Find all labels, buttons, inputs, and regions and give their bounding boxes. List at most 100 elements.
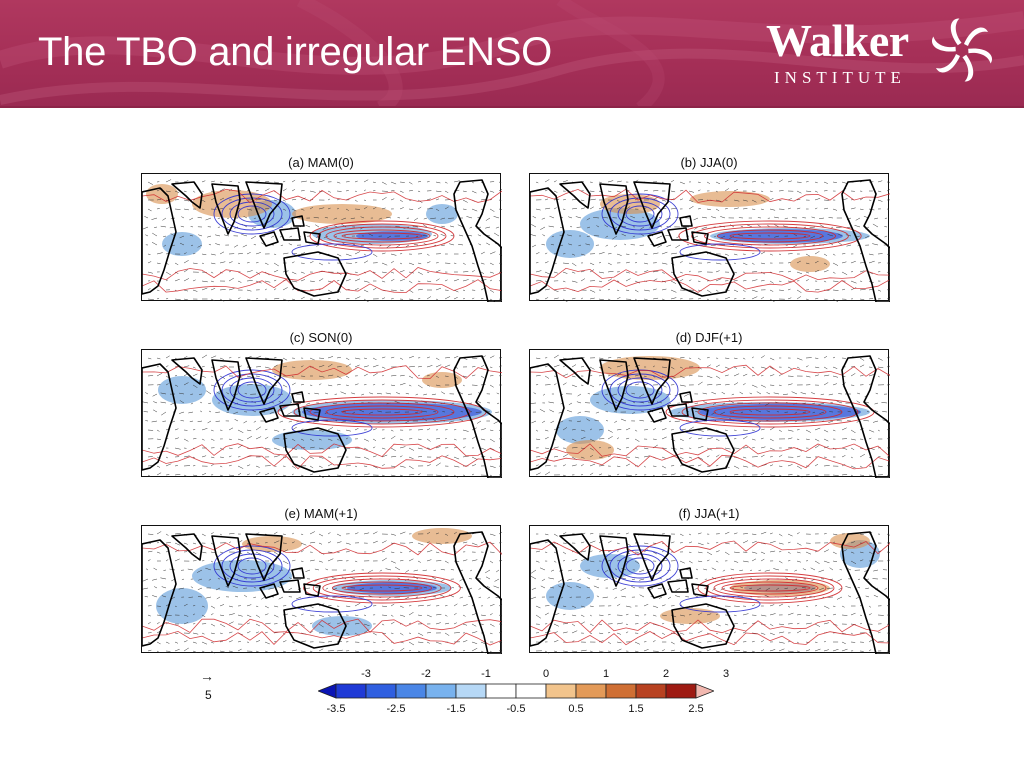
wind-vector [435, 298, 438, 301]
wind-vector [787, 650, 794, 653]
wind-vector [435, 446, 441, 449]
wind-vector [733, 465, 740, 469]
wind-vector [422, 569, 428, 572]
wind-vector [688, 640, 695, 643]
wind-vector [354, 602, 361, 607]
wind-vector [471, 559, 478, 562]
wind-vector [540, 226, 546, 230]
wind-vector [769, 474, 776, 476]
wind-vector [363, 289, 369, 293]
wind-vector [562, 464, 566, 467]
wind-vector [270, 235, 275, 238]
wind-vector [156, 621, 160, 625]
wind-vector [300, 262, 305, 264]
wind-vector [830, 402, 834, 404]
wind-vector [751, 640, 755, 643]
wind-vector [868, 298, 874, 300]
wind-vector [273, 640, 277, 643]
wind-vector [489, 262, 494, 266]
negative-anomaly-shading [546, 582, 594, 610]
wind-vector [652, 427, 657, 431]
wind-vector [607, 436, 613, 440]
wind-vector [661, 288, 667, 291]
wind-vector [441, 391, 446, 395]
wind-vector [674, 420, 681, 422]
wind-vector [372, 372, 378, 377]
wind-vector [548, 401, 555, 404]
positive-anomaly-shading [292, 204, 392, 224]
wind-vector [553, 560, 557, 563]
wind-vector [756, 587, 762, 591]
wind-vector [354, 190, 357, 193]
wind-vector [381, 366, 386, 369]
wind-vector [688, 551, 692, 554]
wind-vector [580, 474, 583, 476]
wind-vector [201, 641, 208, 645]
wind-vector [237, 559, 242, 562]
wind-vector [189, 420, 194, 423]
wind-vector [363, 260, 369, 264]
wind-vector [187, 568, 194, 571]
wind-vector [417, 271, 423, 275]
wind-vector [706, 181, 711, 184]
wind-vector [345, 605, 351, 607]
wind-vector [778, 474, 783, 477]
wind-vector [196, 569, 203, 573]
wind-vector [183, 260, 189, 264]
wind-vector [868, 288, 873, 291]
wind-vector [530, 575, 537, 580]
wind-vector [444, 622, 450, 625]
wind-vector [757, 224, 762, 228]
wind-vector [421, 410, 428, 413]
colorbar-box [575, 683, 607, 699]
panel-label-c: (c) SON(0) [289, 330, 353, 345]
wind-vector [408, 375, 414, 379]
wind-vector [541, 217, 546, 220]
wind-vector [156, 614, 162, 616]
wind-vector [449, 225, 455, 228]
wind-vector [868, 649, 872, 652]
wind-vector [489, 650, 492, 653]
wind-vector [228, 605, 233, 608]
wind-vector [363, 438, 369, 442]
wind-vector [165, 355, 170, 359]
wind-vector [616, 437, 620, 440]
negative-anomaly-shading [156, 588, 208, 624]
wind-vector [535, 181, 539, 184]
wind-vector [659, 420, 663, 423]
wind-vector [336, 474, 342, 476]
wind-vector [706, 465, 710, 467]
wind-vector [541, 420, 546, 423]
wind-vector [769, 540, 776, 544]
wind-vector [336, 356, 341, 359]
wind-vector [408, 289, 414, 293]
wind-vector [381, 383, 385, 386]
wind-vector [255, 472, 261, 476]
wind-vector [724, 208, 728, 210]
wind-vector [457, 224, 464, 228]
wind-vector [688, 270, 691, 273]
wind-vector [165, 456, 169, 459]
wind-vector [589, 438, 595, 442]
wind-vector [814, 357, 819, 359]
wind-vector [625, 278, 631, 282]
wind-vector [787, 605, 791, 608]
wind-vector [273, 181, 279, 183]
wind-vector [381, 447, 386, 450]
wind-vector [625, 613, 629, 616]
wind-vector [228, 288, 235, 291]
wind-vector [751, 650, 757, 654]
negative-anomaly-shading [580, 208, 660, 240]
wind-vector [228, 631, 233, 634]
wind-vector [316, 244, 320, 247]
wind-vector [261, 235, 266, 237]
wind-vector [408, 550, 412, 553]
wind-vector [435, 181, 441, 184]
wind-vector [823, 622, 829, 625]
positive-contour [530, 631, 890, 646]
wind-vector [742, 199, 748, 202]
wind-vector [165, 641, 170, 644]
wind-vector [859, 208, 864, 211]
wind-vector [399, 262, 403, 265]
wind-vector [820, 393, 825, 396]
